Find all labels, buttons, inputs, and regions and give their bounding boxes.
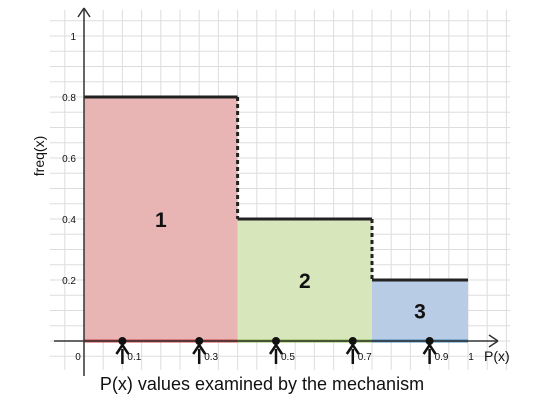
region-label-3: 3: [414, 301, 426, 324]
sample-point: [425, 337, 434, 345]
step-region-1: [84, 97, 238, 341]
sample-point-label: 0.7: [358, 352, 372, 363]
y-tick-label: 1: [70, 32, 76, 43]
y-tick-label: 0.6: [62, 154, 76, 165]
sample-point-label: 0.1: [127, 352, 141, 363]
x-axis-arrow: [488, 334, 499, 348]
tick-labels: 0.2 0.4 0.6 0.8 1 0 1: [62, 32, 474, 363]
sample-point: [272, 337, 280, 345]
x-end-label: 1: [468, 352, 474, 363]
y-axis-label: freq(x): [31, 136, 47, 176]
sample-point: [195, 337, 204, 345]
sample-point-label: 0.9: [435, 352, 449, 363]
x-axis-label: P(x): [484, 348, 510, 364]
sample-point-label: 0.5: [281, 352, 295, 363]
regions: 1 2 3: [84, 95, 468, 343]
region-label-1: 1: [155, 209, 167, 232]
step-region-2: [237, 219, 372, 341]
y-tick-label: 0.2: [62, 276, 76, 287]
sample-point: [118, 337, 127, 345]
y-tick-label: 0.8: [62, 93, 76, 104]
sample-point-label: 0.3: [204, 352, 218, 363]
x-origin-label: 0: [75, 352, 81, 363]
sample-point: [348, 337, 357, 345]
sample-points: 0.1 0.3 0.5 0.7 0.9: [115, 337, 449, 364]
y-tick-label: 0.4: [62, 215, 76, 226]
chart-caption: P(x) values examined by the mechanism: [100, 374, 424, 394]
y-axis-arrow: [77, 7, 91, 18]
step-region-3: [372, 280, 468, 341]
region-label-2: 2: [299, 270, 311, 293]
